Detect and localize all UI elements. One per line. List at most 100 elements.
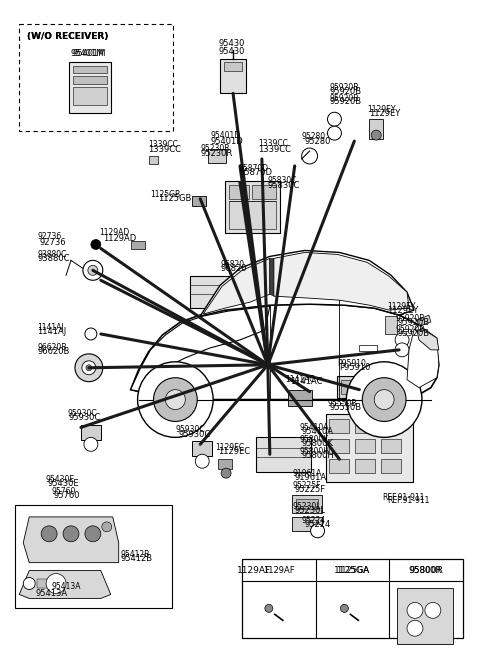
Circle shape	[347, 362, 422, 438]
Circle shape	[154, 378, 197, 421]
Text: 95930C: 95930C	[179, 430, 211, 439]
Bar	[381, 459, 401, 473]
Text: 95920B: 95920B	[329, 87, 361, 96]
Text: 95550B: 95550B	[329, 403, 361, 412]
Polygon shape	[131, 306, 270, 392]
Text: 95830C: 95830C	[268, 181, 300, 190]
Bar	[148, 156, 158, 164]
Bar	[329, 419, 349, 434]
Text: 1129EC: 1129EC	[215, 443, 244, 452]
Circle shape	[407, 602, 423, 619]
Circle shape	[23, 577, 35, 590]
Bar	[229, 185, 249, 199]
Circle shape	[63, 526, 79, 542]
Bar	[397, 588, 453, 644]
Bar	[292, 517, 322, 531]
Bar	[381, 419, 401, 434]
Text: 95870D: 95870D	[240, 169, 273, 177]
Text: 1141AJ: 1141AJ	[37, 323, 64, 333]
Text: 1141AJ: 1141AJ	[37, 327, 66, 337]
Circle shape	[138, 362, 213, 438]
Text: 96820: 96820	[220, 260, 244, 269]
Text: 95930C: 95930C	[175, 425, 205, 434]
Circle shape	[395, 333, 409, 347]
Polygon shape	[131, 304, 439, 400]
Bar	[131, 241, 144, 249]
Text: 95800H: 95800H	[300, 447, 330, 456]
Text: 95430: 95430	[218, 39, 244, 48]
Circle shape	[221, 468, 231, 478]
Circle shape	[91, 239, 101, 249]
Bar	[355, 419, 375, 434]
Bar	[385, 316, 397, 334]
Bar	[296, 499, 318, 509]
Text: 95930C: 95930C	[69, 413, 101, 422]
Text: 95550B: 95550B	[327, 399, 357, 408]
Text: 95800R: 95800R	[408, 566, 444, 575]
Circle shape	[374, 390, 394, 409]
Text: 95230R: 95230R	[200, 144, 230, 153]
Text: 95412B: 95412B	[120, 550, 150, 559]
Text: 1125GB: 1125GB	[158, 194, 192, 203]
Bar	[288, 390, 312, 405]
Text: 95230L: 95230L	[293, 502, 321, 512]
Text: 95920B: 95920B	[329, 94, 359, 103]
Text: 95413A: 95413A	[35, 589, 67, 598]
Bar	[337, 376, 382, 398]
Bar	[192, 195, 206, 206]
Circle shape	[102, 522, 112, 532]
Bar	[369, 119, 383, 139]
Circle shape	[371, 130, 381, 140]
Text: 95401D: 95401D	[210, 131, 240, 140]
Text: 95920B: 95920B	[329, 83, 359, 92]
Circle shape	[327, 112, 341, 126]
Polygon shape	[200, 251, 414, 316]
Text: 1129EC: 1129EC	[218, 447, 250, 456]
Bar	[360, 345, 377, 351]
Text: 95920B: 95920B	[395, 314, 424, 323]
Text: 1339CC: 1339CC	[148, 144, 181, 154]
Bar	[229, 201, 276, 228]
Bar	[292, 495, 322, 513]
Text: 91961A: 91961A	[293, 468, 322, 478]
Text: 95410A: 95410A	[301, 427, 334, 436]
Text: 95800K: 95800K	[301, 439, 334, 448]
Bar	[19, 24, 173, 131]
Text: 1339CC: 1339CC	[258, 144, 291, 154]
Polygon shape	[23, 517, 119, 563]
Text: 95224: 95224	[301, 516, 326, 525]
Text: 95224: 95224	[305, 520, 331, 529]
Circle shape	[85, 328, 97, 340]
Polygon shape	[407, 325, 439, 388]
Text: 95412B: 95412B	[120, 554, 153, 563]
Text: 95280: 95280	[301, 132, 326, 140]
Circle shape	[425, 602, 441, 619]
Polygon shape	[274, 253, 409, 310]
Text: 1141AC: 1141AC	[285, 375, 314, 384]
Text: 95401D: 95401D	[210, 136, 243, 146]
Text: 1125GA: 1125GA	[336, 566, 369, 575]
Circle shape	[41, 526, 57, 542]
Text: REF.91-911: REF.91-911	[387, 497, 430, 506]
Bar	[15, 505, 172, 608]
Circle shape	[195, 454, 209, 468]
Bar	[355, 459, 375, 473]
Circle shape	[84, 438, 98, 451]
Bar	[73, 77, 107, 85]
Text: 95830C: 95830C	[268, 176, 297, 186]
Bar	[73, 87, 107, 106]
Text: 95410A: 95410A	[300, 423, 329, 432]
Text: 95401M: 95401M	[71, 49, 105, 58]
Text: 1129EY: 1129EY	[387, 306, 419, 315]
Text: 1129EY: 1129EY	[387, 302, 416, 311]
Bar	[225, 181, 280, 233]
Text: (W/O RECEIVER): (W/O RECEIVER)	[27, 32, 108, 41]
Text: P95910: P95910	[339, 363, 371, 372]
Bar	[329, 440, 349, 453]
Text: 95760: 95760	[51, 487, 75, 495]
Bar	[218, 459, 232, 469]
Text: P95910: P95910	[337, 359, 366, 368]
Text: 1129EY: 1129EY	[369, 109, 400, 117]
Text: 1129AD: 1129AD	[99, 228, 129, 237]
Bar	[190, 276, 240, 308]
